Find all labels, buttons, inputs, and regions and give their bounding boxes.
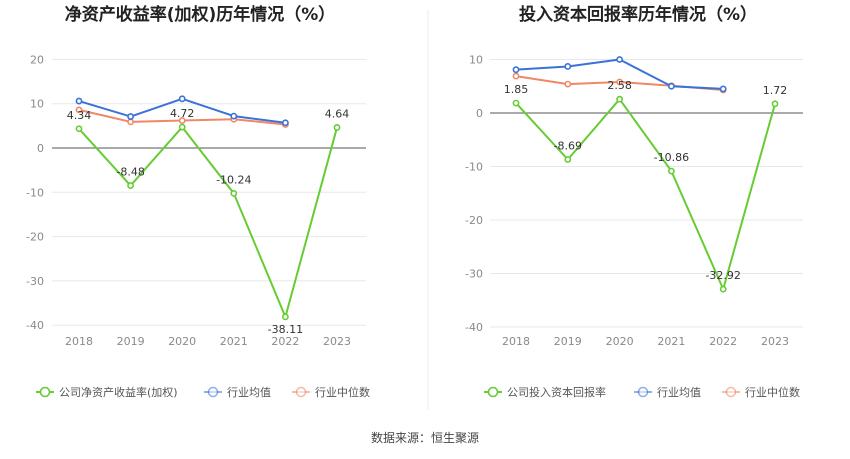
roic-data-label: 1.85 xyxy=(504,83,529,96)
x-tick-label: 2020 xyxy=(168,335,196,348)
roe-chart-title: 净资产收益率(加权)历年情况（%） xyxy=(65,4,336,25)
roe-data-label: 4.72 xyxy=(170,107,195,120)
roic-data-point-avg[interactable] xyxy=(512,66,520,74)
roe-chart: 净资产收益率(加权)历年情况（%） 20 10 0 -10 -20 -30 -40 2018 2… xyxy=(26,4,370,399)
roic-legend-item-company[interactable]: 公司投入资本回报率 xyxy=(484,385,606,399)
x-tick-label: 2021 xyxy=(657,335,685,348)
y-tick-label: 10 xyxy=(469,54,483,67)
roe-data-label: -10.24 xyxy=(216,173,251,186)
roe-data-label: -38.11 xyxy=(268,323,303,336)
legend-label: 行业均值 xyxy=(227,386,271,399)
roe-data-point-median[interactable] xyxy=(178,117,186,124)
roic-data-point-company[interactable] xyxy=(668,167,675,175)
legend-swatch-marker xyxy=(725,386,737,398)
y-tick-label: 20 xyxy=(30,53,44,66)
roic-data-point-avg[interactable] xyxy=(564,63,572,70)
roe-legend-item-company[interactable]: 公司净资产收益率(加权) xyxy=(36,385,178,399)
legend-swatch-marker xyxy=(295,386,307,398)
roe-data-label: 4.34 xyxy=(67,109,92,122)
legend-swatch-marker xyxy=(487,386,499,398)
roic-data-label: -10.86 xyxy=(654,151,689,164)
roic-chart-title: 投入资本回报率历年情况（%） xyxy=(519,4,757,25)
x-tick-label: 2018 xyxy=(65,335,93,348)
y-tick-label: 10 xyxy=(30,98,44,111)
legend-label: 公司投入资本回报率 xyxy=(507,385,606,399)
roe-data-point-company[interactable] xyxy=(127,182,134,189)
roic-data-label: -32.92 xyxy=(705,269,740,282)
roe-data-point-company[interactable] xyxy=(178,123,186,131)
roic-data-point-avg[interactable] xyxy=(719,85,727,93)
legend-swatch-marker xyxy=(637,386,649,398)
roe-data-point-company[interactable] xyxy=(230,189,238,197)
roic-data-point-company[interactable] xyxy=(771,100,779,108)
y-tick-label: -10 xyxy=(465,161,483,174)
x-tick-label: 2019 xyxy=(117,335,145,348)
roe-data-point-median[interactable] xyxy=(127,118,134,126)
x-tick-label: 2019 xyxy=(554,335,582,348)
legend-label: 公司净资产收益率(加权) xyxy=(59,385,178,399)
roic-legend-item-median[interactable]: 行业中位数 xyxy=(722,385,800,399)
roic-data-point-company[interactable] xyxy=(512,99,520,107)
roic-data-point-avg[interactable] xyxy=(616,56,623,63)
legend-swatch-marker xyxy=(39,386,51,398)
x-tick-label: 2021 xyxy=(220,335,248,348)
roe-data-point-median[interactable] xyxy=(75,106,83,114)
x-tick-label: 2022 xyxy=(709,335,737,348)
y-tick-label: -10 xyxy=(26,186,44,199)
legend-label: 行业均值 xyxy=(657,386,701,399)
x-tick-label: 2023 xyxy=(323,335,351,348)
roic-data-point-company[interactable] xyxy=(564,156,572,163)
roic-data-point-company[interactable] xyxy=(719,285,727,293)
roic-data-point-avg[interactable] xyxy=(668,82,675,90)
roe-data-point-avg[interactable] xyxy=(127,113,134,120)
roic-data-point-median[interactable] xyxy=(616,78,623,86)
roe-data-point-avg[interactable] xyxy=(230,112,238,120)
x-tick-label: 2020 xyxy=(606,335,634,348)
y-tick-label: -20 xyxy=(26,231,44,244)
roe-series-line-company xyxy=(78,126,338,318)
x-tick-label: 2018 xyxy=(502,335,530,348)
data-source-note: 数据来源：恒生聚源 xyxy=(371,430,479,445)
roe-data-point-avg[interactable] xyxy=(281,119,289,127)
y-tick-label: -20 xyxy=(465,214,483,227)
y-tick-label: -40 xyxy=(26,319,44,332)
roe-legend-item-avg[interactable]: 行业均值 xyxy=(204,386,271,399)
y-tick-label: -40 xyxy=(465,321,483,334)
legend-label: 行业中位数 xyxy=(315,385,370,399)
roic-data-label: 1.72 xyxy=(763,84,788,97)
legend-label: 行业中位数 xyxy=(745,385,800,399)
roe-data-point-avg[interactable] xyxy=(75,97,83,105)
y-tick-label: -30 xyxy=(26,275,44,288)
roe-data-point-company[interactable] xyxy=(333,124,341,131)
roic-data-point-median[interactable] xyxy=(512,72,520,80)
y-tick-label: -30 xyxy=(465,268,483,281)
x-tick-label: 2022 xyxy=(271,335,299,348)
legend-swatch-marker xyxy=(207,386,219,398)
roe-legend-item-median[interactable]: 行业中位数 xyxy=(292,385,370,399)
roe-data-point-company[interactable] xyxy=(75,125,83,133)
x-tick-label: 2023 xyxy=(761,335,789,348)
y-tick-label: 0 xyxy=(37,142,44,155)
roe-data-point-avg[interactable] xyxy=(178,95,186,103)
roic-series-line-company xyxy=(515,98,776,291)
roe-data-label: -8.48 xyxy=(116,166,144,179)
roic-data-point-median[interactable] xyxy=(564,80,572,88)
y-tick-label: 0 xyxy=(476,107,483,120)
roic-data-label: -8.69 xyxy=(554,139,582,152)
roe-data-point-company[interactable] xyxy=(281,313,289,321)
roe-data-label: 4.64 xyxy=(325,107,350,120)
roic-legend-item-avg[interactable]: 行业均值 xyxy=(634,386,701,399)
roic-data-point-company[interactable] xyxy=(616,95,623,103)
roic-data-label: 2.58 xyxy=(607,79,632,92)
roic-chart: 投入资本回报率历年情况（%） 10 0 -10 -20 -30 -40 2018 2019 20… xyxy=(465,4,803,399)
